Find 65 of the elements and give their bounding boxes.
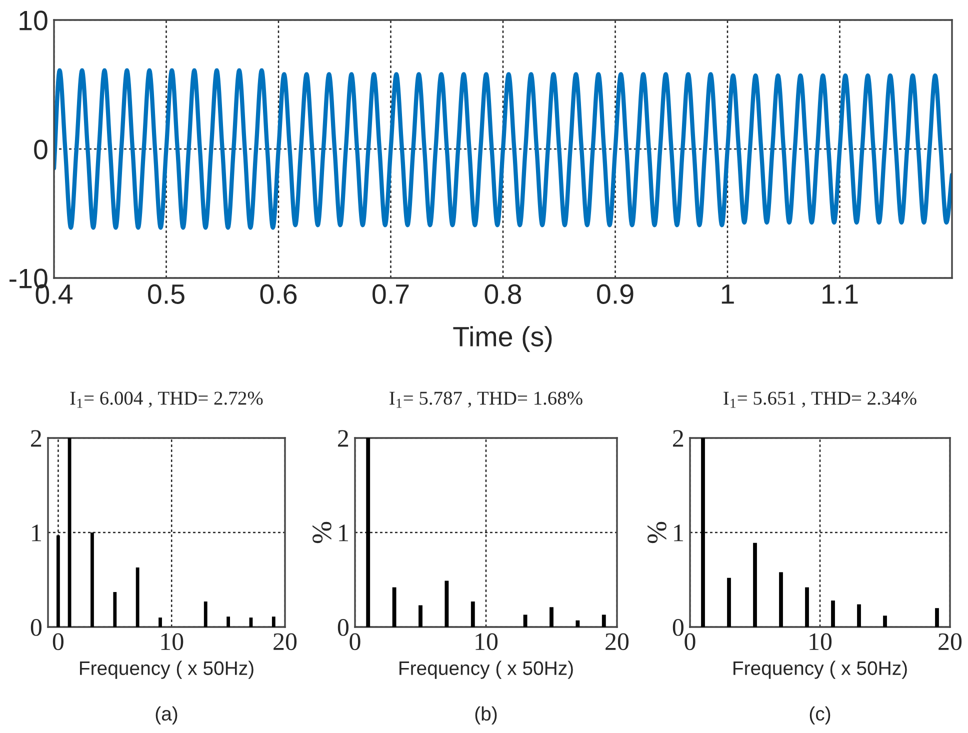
x-tick-label: 20 xyxy=(274,633,297,650)
bar xyxy=(831,600,835,627)
bar xyxy=(366,438,370,627)
text: (a) xyxy=(156,706,178,724)
x-tick-label: 1 xyxy=(722,284,734,304)
bar xyxy=(602,614,606,627)
x-tick-label: 1.1 xyxy=(822,284,858,304)
y-tick-label: 0 xyxy=(338,619,348,636)
bar xyxy=(753,542,757,627)
x-axis-title: Frequency ( x 50Hz) xyxy=(400,660,573,679)
y-tick-label: 0 xyxy=(30,619,42,636)
y-tick-label: 2 xyxy=(31,430,42,447)
x-tick-label: 0 xyxy=(52,633,64,650)
bar xyxy=(779,572,783,627)
bar xyxy=(158,618,162,627)
x-tick-label: 10 xyxy=(810,633,832,650)
bar xyxy=(470,601,475,627)
bar xyxy=(226,616,230,627)
chart-title: I$_{1}$= 5.787 , THD= 1.68% xyxy=(390,392,582,408)
bar xyxy=(550,607,554,627)
y-tick-label: 1 xyxy=(32,524,41,542)
bar xyxy=(204,601,208,627)
x-axis-title: Time (s) xyxy=(453,326,552,352)
y-tick-label: 1 xyxy=(674,524,683,542)
x-tick-label: 0.9 xyxy=(597,284,634,304)
y-tick-label: 10 xyxy=(20,10,48,30)
bar xyxy=(935,608,939,627)
y-tick-label: 1 xyxy=(339,524,348,542)
y-tick-label: 0 xyxy=(672,619,684,636)
x-tick-label: 0.6 xyxy=(260,284,297,304)
bar xyxy=(576,620,580,627)
y-tick-label: 2 xyxy=(673,430,684,447)
chart-title: I$_{1}$= 6.004 , THD= 2.72% xyxy=(70,392,263,408)
y-tick-label: 2 xyxy=(338,430,348,447)
bar xyxy=(727,578,731,627)
x-tick-label: 0.5 xyxy=(148,284,184,304)
y-axis-title: % xyxy=(648,522,666,544)
bar xyxy=(392,587,396,627)
bar xyxy=(805,587,809,627)
x-axis-title: Frequency ( x 50Hz) xyxy=(734,660,907,679)
bar xyxy=(90,532,94,627)
bar xyxy=(272,616,276,627)
x-tick-label: 10 xyxy=(476,633,498,650)
bar xyxy=(857,604,861,627)
x-tick-label: 0.8 xyxy=(484,284,522,304)
x-tick-label: 0.7 xyxy=(372,284,409,304)
bar xyxy=(523,614,528,627)
x-tick-label: 0 xyxy=(684,633,696,650)
text: (c) xyxy=(810,706,830,724)
bar xyxy=(56,535,60,627)
text: (b) xyxy=(475,706,497,724)
x-tick-label: 10 xyxy=(161,633,184,650)
x-tick-label: 20 xyxy=(606,633,629,650)
bar xyxy=(136,567,140,627)
y-axis-title: % xyxy=(312,522,332,544)
bar xyxy=(444,580,449,627)
y-tick-label: 0 xyxy=(34,140,48,160)
bar xyxy=(883,616,887,627)
x-tick-label: 20 xyxy=(938,633,962,650)
chart-title: I$_{1}$= 5.651 , THD= 2.34% xyxy=(724,392,916,408)
bar xyxy=(701,438,705,627)
bar xyxy=(418,605,422,627)
x-axis-title: Frequency ( x 50Hz) xyxy=(80,660,254,679)
bar xyxy=(113,592,117,627)
x-tick-label: 0 xyxy=(350,633,360,650)
